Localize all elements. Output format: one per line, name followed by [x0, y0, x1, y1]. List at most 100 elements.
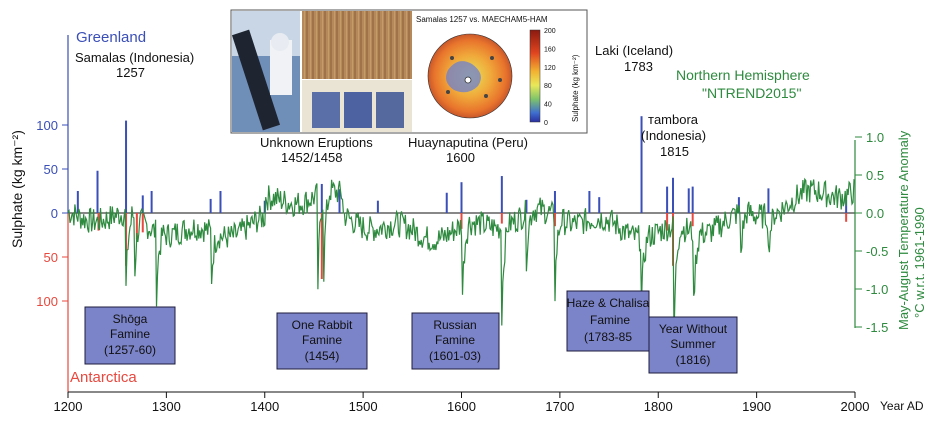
famine-shoga-line3: (1257-60) [104, 343, 156, 357]
annotation-huaynaputina-year: 1600 [446, 150, 475, 165]
annotation-samalas-year: 1257 [116, 65, 145, 80]
antarctica-axis-label: Antarctica [70, 369, 137, 386]
famine-box-rabbit: One Rabbit Famine (1454) [276, 312, 368, 370]
x-tick-label: 1600 [447, 399, 476, 414]
greenland-bar [845, 199, 848, 213]
greenland-tick-label: 50 [44, 162, 58, 177]
famine-shoga-line1: Shōga [113, 312, 148, 326]
antarctica-bar [460, 213, 463, 229]
famine-shoga-line2: Famine [110, 327, 150, 341]
x-tick-label: 1900 [742, 399, 771, 414]
greenland-bar [320, 183, 323, 213]
famine-nosummer-line2: Summer [670, 337, 715, 351]
greenland-bar [76, 191, 79, 213]
famine-russian-line2: Famine [435, 333, 475, 347]
ice-core-photo [231, 11, 300, 132]
famine-rabbit-line1: One Rabbit [292, 318, 353, 332]
antarctica-bar [320, 213, 323, 279]
greenland-bar [376, 200, 379, 213]
annotation-huaynaputina-name: Huaynaputina (Peru) [408, 135, 528, 150]
colorbar-tick-label: 80 [544, 83, 552, 90]
right-tick-label: -0.5 [866, 244, 888, 259]
famine-box-haze: Haze & Chalisa Famine (1783-85 [566, 290, 650, 352]
famine-nosummer-line3: (1816) [676, 353, 711, 367]
greenland-bar [737, 197, 740, 213]
colorbar-ticks: 200 160 120 80 40 0 [544, 28, 556, 127]
antarctica-bar [141, 213, 144, 233]
greenland-bar [96, 170, 99, 213]
map-title: Samalas 1257 vs. MAECHAM5-HAM [416, 15, 548, 24]
famine-nosummer-line1: Year Without [659, 322, 728, 336]
greenland-axis-label: Greenland [76, 29, 146, 46]
annotation-unknown-name: Unknown Eruptions [260, 135, 373, 150]
annotation-tambora-region: (Indonesia) [641, 128, 706, 143]
series-label-1: Northern Hemisphere [676, 67, 810, 83]
famine-haze-line3: (1783-85 [584, 330, 632, 344]
greenland-bar [460, 182, 463, 213]
antarctica-bar [666, 213, 669, 231]
left-axis-ticks: 0 50 100 50 100 [36, 118, 68, 309]
greenland-tick-label: 0 [51, 206, 58, 221]
antarctica-tick-label: 100 [36, 294, 58, 309]
annotation-tambora-year: 1815 [660, 144, 689, 159]
annotation-laki-name: Laki (Iceland) [595, 43, 673, 58]
famine-haze-line2: Famine [590, 313, 630, 327]
colorbar-label: Sulphate (kg km⁻²) [571, 54, 580, 122]
colorbar [529, 29, 541, 123]
greenland-bar [338, 189, 341, 213]
sulphate-axis-label: Sulphate (kg km⁻²) [9, 130, 25, 248]
greenland-bar [598, 197, 601, 213]
right-tick-label: 0.5 [866, 168, 884, 183]
greenland-bar [150, 191, 153, 213]
annotation-samalas-name: Samalas (Indonesia) [75, 50, 194, 65]
greenland-bar [767, 188, 770, 213]
right-tick-label: 0.0 [866, 206, 884, 221]
antarctica-bar [500, 213, 503, 224]
famine-rabbit-line3: (1454) [305, 349, 340, 363]
greenland-bar [525, 199, 528, 213]
greenland-bar [640, 116, 643, 213]
greenland-bar [500, 176, 503, 213]
antarctica-bar [845, 213, 848, 222]
greenland-tick-label: 100 [36, 118, 58, 133]
greenland-bar [672, 177, 675, 213]
famine-box-nosummer: Year Without Summer (1816) [648, 316, 738, 374]
sulphate-map: Samalas 1257 vs. MAECHAM5-HAM 200 160 120 8… [416, 15, 580, 127]
x-tick-label: 1400 [250, 399, 279, 414]
famine-box-russian: Russian Famine (1601-03) [411, 312, 500, 370]
right-axis-label-2: °C w.r.t. 1961-1990 [912, 207, 927, 318]
right-tick-label: -1.5 [866, 320, 888, 335]
greenland-bar [445, 192, 448, 213]
x-axis-label: Year AD [880, 399, 924, 413]
temperature-line [67, 177, 856, 336]
x-tick-label: 1800 [644, 399, 673, 414]
famine-russian-line1: Russian [433, 318, 476, 332]
antarctica-bar [691, 213, 694, 227]
antarctica-bar [553, 213, 556, 227]
colorbar-tick-label: 160 [544, 46, 556, 53]
right-axis-label-1: May-August Temperature Anomaly [896, 130, 911, 330]
tree-ring-photo [302, 11, 412, 132]
famine-rabbit-line2: Famine [302, 333, 342, 347]
famine-box-shoga: Shōga Famine (1257-60) [84, 306, 176, 365]
greenland-bar [125, 120, 128, 213]
x-tick-label: 2000 [841, 399, 870, 414]
colorbar-tick-label: 40 [544, 102, 552, 109]
x-axis-ticks: 1200 1300 1400 1500 1600 1700 1800 1900 2000 [54, 392, 870, 414]
annotation-unknown-year: 1452/1458 [281, 150, 342, 165]
x-tick-label: 1200 [54, 399, 83, 414]
famine-russian-line3: (1601-03) [429, 349, 481, 363]
x-tick-label: 1700 [545, 399, 574, 414]
right-tick-label: -1.0 [866, 282, 888, 297]
annotation-laki-year: 1783 [624, 59, 653, 74]
colorbar-tick-label: 0 [544, 120, 548, 127]
greenland-bar [219, 191, 222, 213]
greenland-bar [553, 191, 556, 213]
greenland-bar [588, 191, 591, 213]
greenland-bar [263, 200, 266, 213]
colorbar-tick-label: 200 [544, 28, 556, 35]
x-tick-label: 1300 [152, 399, 181, 414]
greenland-bar [666, 186, 669, 213]
